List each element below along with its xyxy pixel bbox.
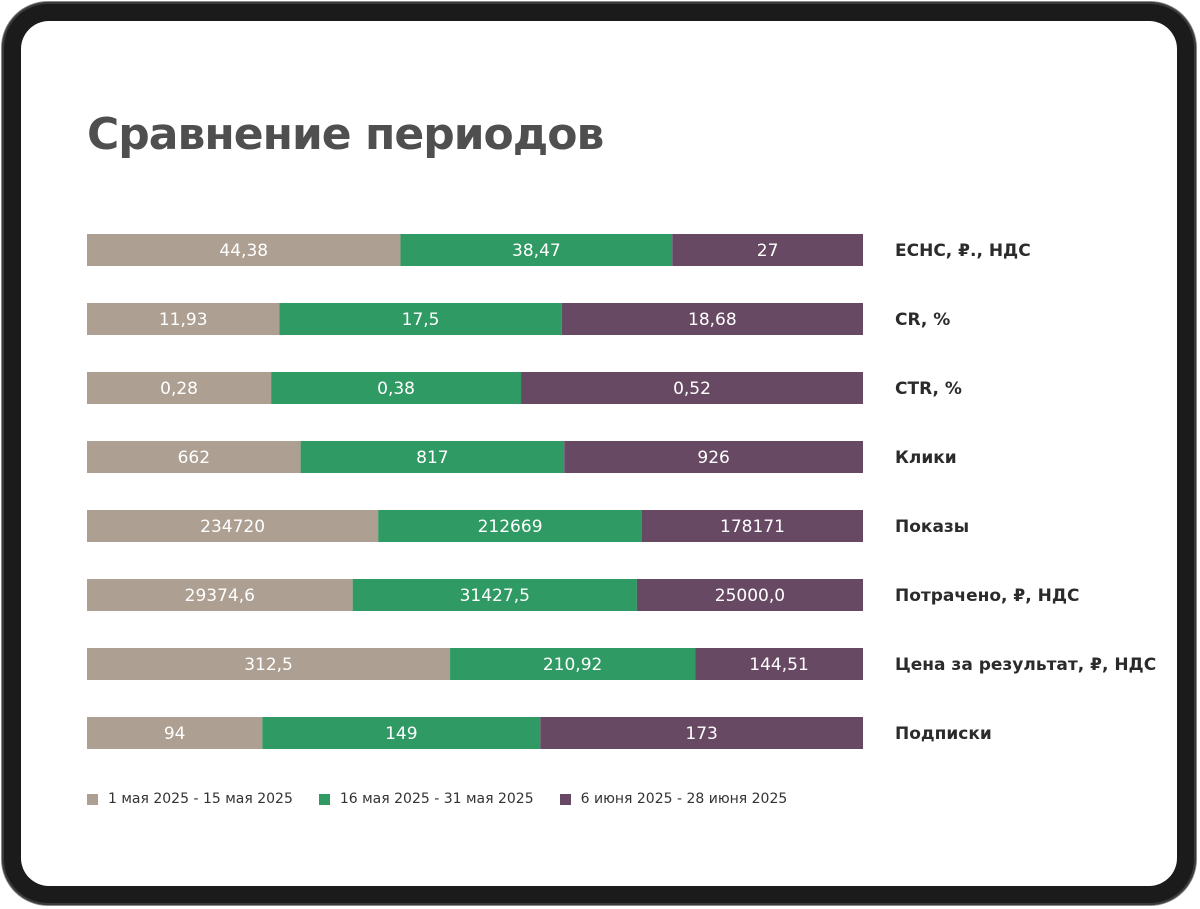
data-label: 234720 [200,517,265,537]
bar-segment [672,234,863,266]
data-label: 0,52 [673,379,711,399]
bar-segment [87,303,280,335]
data-label: 312,5 [244,655,293,675]
legend-label: 16 мая 2025 - 31 мая 2025 [339,791,534,807]
data-label: 38,47 [512,241,561,261]
data-label: 210,92 [543,655,602,675]
legend-item: 6 июня 2025 - 28 июня 2025 [559,791,788,807]
data-label: 44,38 [219,241,268,261]
data-label: 94 [164,724,186,744]
bar-segment [564,441,863,473]
bar-segment [540,717,863,749]
data-label: 17,5 [402,310,440,330]
data-label: 11,93 [159,310,208,330]
data-label: 29374,6 [185,586,255,606]
bar-segment [636,579,863,611]
legend-label: 6 июня 2025 - 28 июня 2025 [580,791,788,807]
bar-segment [87,234,401,266]
bar-segment [262,717,541,749]
legend-item: 1 мая 2025 - 15 мая 2025 [87,791,293,807]
data-label: 173 [685,724,717,744]
category-label: Потрачено, ₽, НДС [895,586,1079,606]
category-label: Цена за результат, ₽, НДС [895,655,1156,675]
bar-segment [271,372,522,404]
bar-segment [87,372,272,404]
bar-segment [378,510,642,542]
bar-segment [87,579,353,611]
bar-segment [641,510,863,542]
data-label: 27 [757,241,779,261]
legend-swatch [559,793,571,805]
bar-segment [352,579,637,611]
bar-segment [279,303,562,335]
page-title: Сравнение периодов [87,109,604,160]
category-label: CTR, % [895,379,962,399]
category-label: Подписки [895,724,992,744]
category-label: Показы [895,517,969,537]
data-label: 31427,5 [460,586,530,606]
legend-swatch [87,793,98,805]
data-label: 18,68 [688,310,737,330]
bar-segment [695,648,863,680]
data-label: 149 [385,724,417,744]
data-label: 25000,0 [715,586,785,606]
category-label: Клики [895,448,957,468]
slide: Сравнение периодов 44,38 38,47 27 ЕСНС, ₽.,… [21,21,1177,886]
data-label: 662 [178,448,210,468]
data-label: 212669 [478,517,543,537]
bar-segment [87,648,451,680]
data-label: 817 [416,448,448,468]
bar-segment [87,510,379,542]
bar-segment [400,234,673,266]
data-label: 926 [697,448,729,468]
bar-segment [521,372,863,404]
legend-swatch [318,793,330,805]
data-label: 144,51 [749,655,808,675]
legend-label: 1 мая 2025 - 15 мая 2025 [108,791,293,807]
stacked-bar-chart: 44,38 38,47 27 ЕСНС, ₽., НДС 11,93 17,5 18,68 C… [87,234,1156,749]
category-label: CR, % [895,310,950,330]
bar-segment [300,441,565,473]
bar-segment [87,717,263,749]
chart-legend: 1 мая 2025 - 15 мая 2025 16 мая 2025 - 31… [87,791,813,807]
bar-segment [561,303,863,335]
data-label: 0,28 [160,379,198,399]
legend-item: 16 мая 2025 - 31 мая 2025 [318,791,534,807]
category-label: ЕСНС, ₽., НДС [895,241,1031,261]
data-label: 0,38 [377,379,415,399]
bar-segment [450,648,696,680]
data-label: 178171 [720,517,785,537]
bar-segment [87,441,301,473]
